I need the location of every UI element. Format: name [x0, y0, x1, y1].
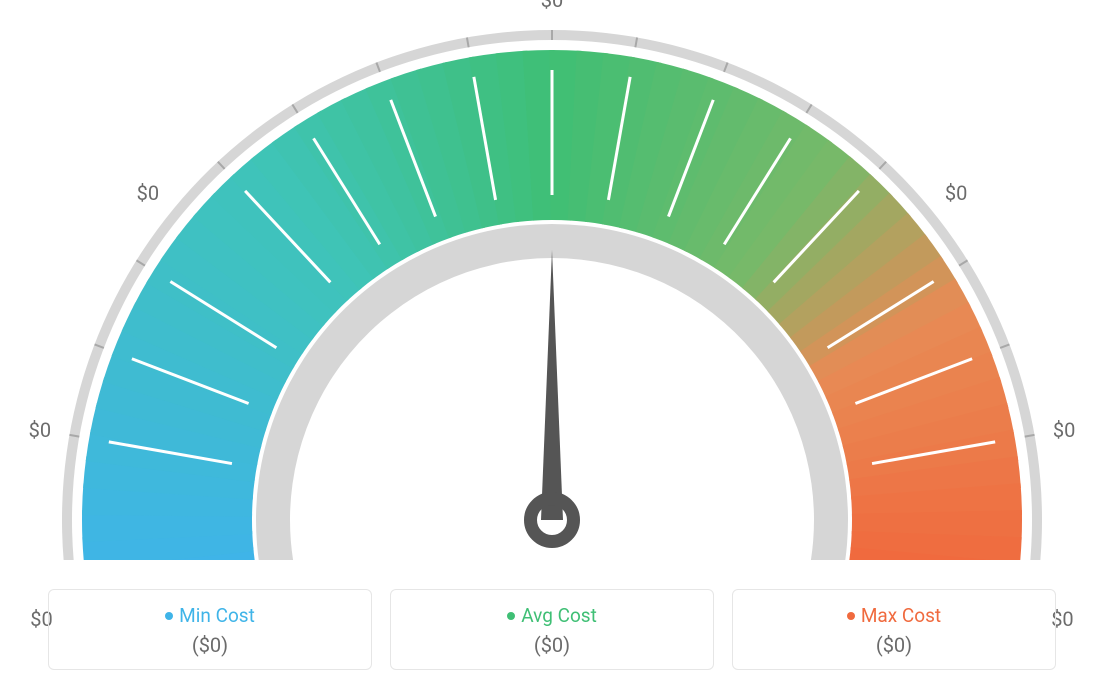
legend-card-max: Max Cost ($0)	[732, 589, 1056, 670]
legend-value-max: ($0)	[733, 633, 1055, 657]
legend-title-min: Min Cost	[49, 604, 371, 627]
legend-dot-min	[165, 612, 173, 620]
gauge-tick-label: $0	[541, 0, 563, 12]
cost-gauge-container: $0$0$0$0$0$0$0 Min Cost ($0) Avg Cost ($…	[0, 0, 1104, 690]
legend-label-avg: Avg Cost	[521, 604, 597, 627]
gauge-svg	[0, 0, 1104, 560]
legend-dot-avg	[507, 612, 515, 620]
gauge-tick-label: $0	[29, 418, 51, 442]
legend-title-avg: Avg Cost	[391, 604, 713, 627]
legend-dot-max	[847, 612, 855, 620]
legend-label-min: Min Cost	[179, 604, 255, 627]
legend-value-avg: ($0)	[391, 633, 713, 657]
legend-title-max: Max Cost	[733, 604, 1055, 627]
legend-card-avg: Avg Cost ($0)	[390, 589, 714, 670]
gauge-chart: $0$0$0$0$0$0$0	[0, 0, 1104, 560]
gauge-tick-label: $0	[945, 181, 967, 205]
legend-value-min: ($0)	[49, 633, 371, 657]
legend-card-min: Min Cost ($0)	[48, 589, 372, 670]
legend-label-max: Max Cost	[861, 604, 941, 627]
legend-row: Min Cost ($0) Avg Cost ($0) Max Cost ($0…	[0, 589, 1104, 670]
gauge-tick-label: $0	[137, 181, 159, 205]
gauge-tick-label: $0	[1053, 418, 1075, 442]
